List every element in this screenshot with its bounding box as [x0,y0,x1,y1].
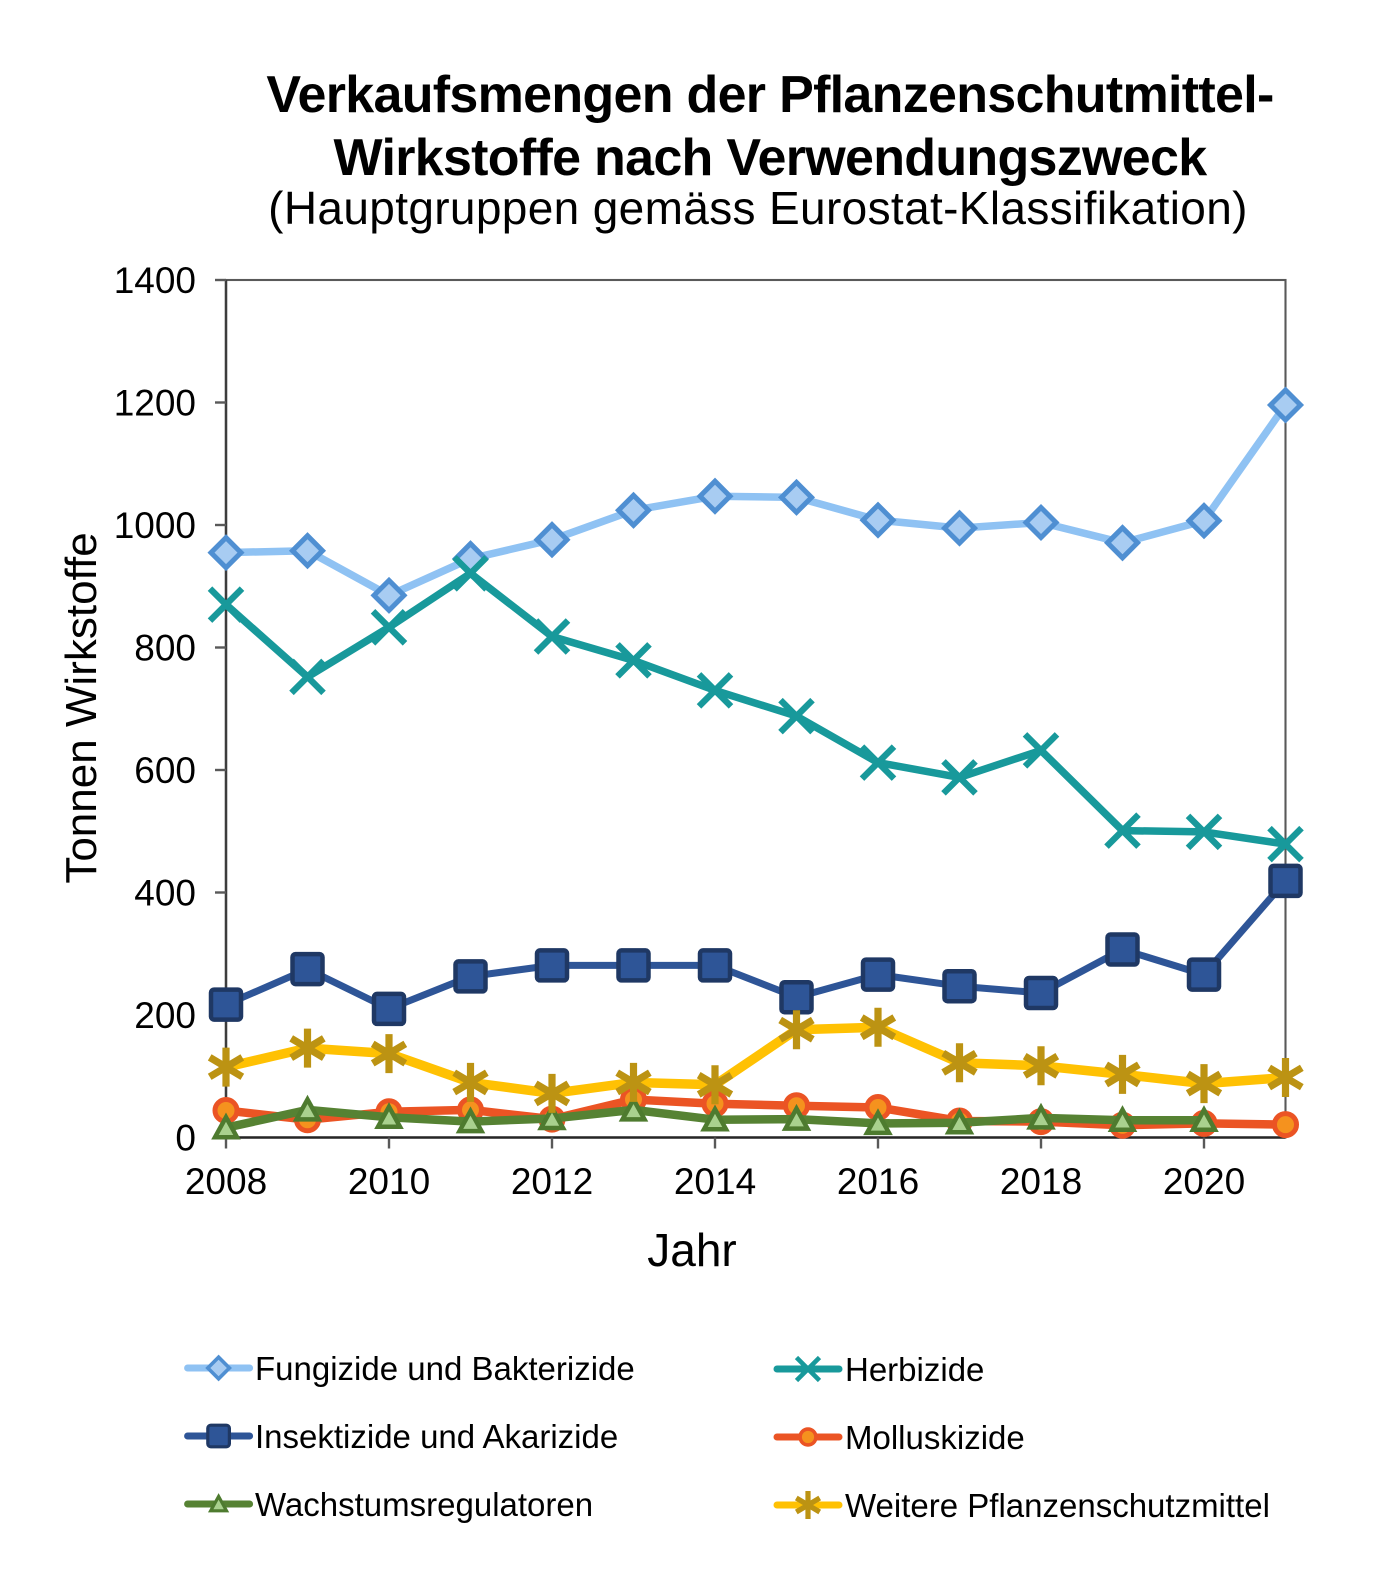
svg-text:Tonnen Wirkstoffe: Tonnen Wirkstoffe [57,532,106,883]
svg-text:2012: 2012 [511,1161,593,1202]
svg-text:Fungizide und Bakterizide: Fungizide und Bakterizide [255,1350,635,1387]
svg-text:2014: 2014 [674,1161,756,1202]
svg-text:Herbizide: Herbizide [845,1351,984,1388]
svg-text:2016: 2016 [837,1161,919,1202]
svg-text:1000: 1000 [114,505,196,546]
svg-text:600: 600 [134,750,196,791]
svg-text:Insektizide und Akarizide: Insektizide und Akarizide [255,1418,618,1455]
svg-text:(Hauptgruppen gemäss Eurostat-: (Hauptgruppen gemäss Eurostat-Klassifika… [268,182,1248,234]
svg-text:Weitere Pflanzenschutzmittel: Weitere Pflanzenschutzmittel [845,1487,1270,1524]
svg-text:Wirkstoffe nach Verwendungszwe: Wirkstoffe nach Verwendungszweck [334,129,1208,187]
svg-text:Verkaufsmengen der Pflanzensch: Verkaufsmengen der Pflanzenschutmittel- [266,66,1273,124]
svg-text:1400: 1400 [114,260,196,301]
svg-text:400: 400 [134,873,196,914]
svg-text:2020: 2020 [1163,1161,1245,1202]
svg-text:Jahr: Jahr [647,1224,736,1276]
svg-text:200: 200 [134,995,196,1036]
svg-text:Wachstumsregulatoren: Wachstumsregulatoren [255,1486,593,1523]
svg-text:2010: 2010 [348,1161,430,1202]
svg-text:0: 0 [175,1118,196,1159]
svg-text:2008: 2008 [185,1161,267,1202]
svg-text:800: 800 [134,628,196,669]
svg-text:2018: 2018 [1000,1161,1082,1202]
svg-text:Molluskizide: Molluskizide [845,1419,1025,1456]
svg-text:1200: 1200 [114,383,196,424]
